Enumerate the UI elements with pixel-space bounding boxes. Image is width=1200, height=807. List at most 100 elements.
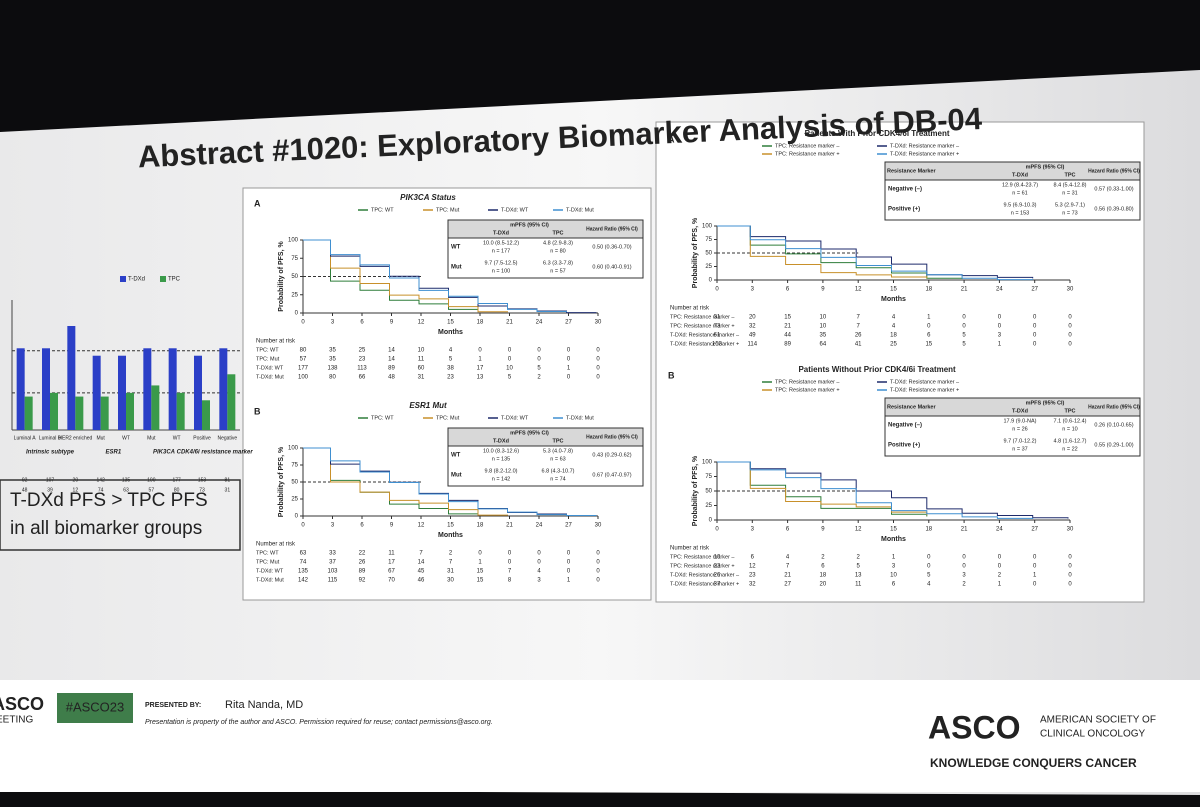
callout-text: in all biomarker groups [10,518,202,539]
table-cell: n = 10 [1062,426,1077,432]
risk-value: 0 [567,569,571,575]
table-header [884,397,1141,417]
risk-value: 2 [998,573,1002,579]
table-header: T-DXd [493,230,509,236]
table-cell: n = 80 [550,248,565,254]
risk-value: 26 [359,560,366,566]
risk-label: T-DXd: Resistance marker + [670,581,739,587]
table-cell: 12.9 (8.4-23.7) [1002,182,1038,188]
risk-value: 0 [962,315,966,321]
risk-value: 26 [855,333,862,339]
risk-value: 31 [418,375,425,381]
n-value: 107 [46,477,55,483]
table-cell: 6.8 (4.3-10.7) [541,468,574,474]
n-value: 153 [198,477,207,483]
table-header: mPFS (95% CI) [1026,164,1065,170]
risk-value: 0 [1033,324,1037,330]
x-tick-label: 12 [418,320,425,326]
x-tick-label: 0 [301,320,305,326]
survival-curve [717,225,928,279]
risk-value: 4 [927,582,931,588]
legend-label: TPC: Resistance marker + [775,151,840,157]
presenter: Rita Nanda, MD [225,699,303,711]
risk-value: 6 [821,564,825,570]
risk-value: 0 [537,560,541,566]
x-tick-label: 27 [1031,527,1038,533]
table-cell: n = 63 [550,456,565,462]
row-label: Mut [451,473,462,479]
risk-value: 0 [596,578,600,584]
y-tick-label: 25 [705,264,712,270]
x-tick-label: 15 [447,523,454,529]
risk-value: 23 [749,573,756,579]
x-tick-label: 9 [821,527,825,533]
risk-value: 0 [596,551,600,557]
risk-value: 0 [537,551,541,557]
risk-value: 11 [388,551,395,557]
survival-curve [303,239,508,313]
table-cell: 5.3 (2.9-7.1) [1055,202,1085,208]
legend-label: TPC: WT [371,207,394,213]
meeting-fragment: EETING [0,715,33,726]
x-tick-label: 27 [565,320,572,326]
x-tick-label: 30 [1067,287,1074,293]
x-tick-label: 6 [360,320,364,326]
n-value: 142 [96,477,105,483]
risk-label: T-DXd: WT [256,365,284,371]
legend-label: T-DXd: Mut [566,415,594,421]
x-tick-label: 15 [447,320,454,326]
risk-value: 67 [388,569,395,575]
risk-title: Number at risk [256,339,296,345]
asco-logo: ASCO [928,709,1020,745]
risk-value: 30 [447,578,454,584]
risk-value: 6 [892,582,896,588]
n-value: 135 [122,477,131,483]
n-value: 48 [22,487,28,493]
x-axis-label: Months [438,532,463,539]
risk-value: 103 [327,569,338,575]
risk-value: 5 [927,573,931,579]
category-label: Luminal A [14,435,37,441]
group-label: PIK3CA [153,450,175,456]
table-cell: 9.8 (8.2-12.0) [484,468,517,474]
table-cell: 0.43 (0.29-0.62) [592,452,631,458]
category-label: Mut [147,435,156,441]
x-tick-label: 18 [477,523,484,529]
x-tick-label: 21 [961,527,968,533]
risk-value: 0 [596,569,600,575]
risk-value: 7 [449,560,453,566]
risk-value: 14 [388,357,395,363]
x-tick-label: 12 [418,523,425,529]
risk-value: 32 [749,582,756,588]
n-value: 177 [172,477,181,483]
panel-label: A [254,198,261,208]
y-tick-label: 50 [705,489,712,495]
bar [16,348,25,430]
table-cell: n = 177 [492,248,511,254]
panel-label: B [668,370,675,380]
bar [227,374,236,430]
risk-value: 80 [300,348,307,354]
table-cell: 0.26 (0.10-0.65) [1094,422,1133,428]
risk-value: 13 [477,375,484,381]
risk-value: 0 [998,564,1002,570]
risk-value: 15 [925,342,932,348]
y-tick-label: 25 [705,503,712,509]
risk-value: 5 [962,333,966,339]
risk-value: 0 [478,551,482,557]
row-label: Positive (+) [888,443,920,449]
risk-value: 0 [508,551,512,557]
risk-value: 3 [892,564,896,570]
bar [75,396,84,430]
risk-value: 0 [508,357,512,363]
x-tick-label: 18 [925,287,932,293]
x-tick-label: 3 [751,287,755,293]
x-tick-label: 3 [751,527,755,533]
risk-value: 0 [1033,315,1037,321]
bar [126,392,134,430]
risk-label: TPC: Mut [256,356,280,362]
risk-value: 3 [962,573,966,579]
x-tick-label: 6 [360,523,364,529]
table-cell: 9.5 (6.9-10.3) [1003,202,1036,208]
risk-value: 17 [388,560,395,566]
